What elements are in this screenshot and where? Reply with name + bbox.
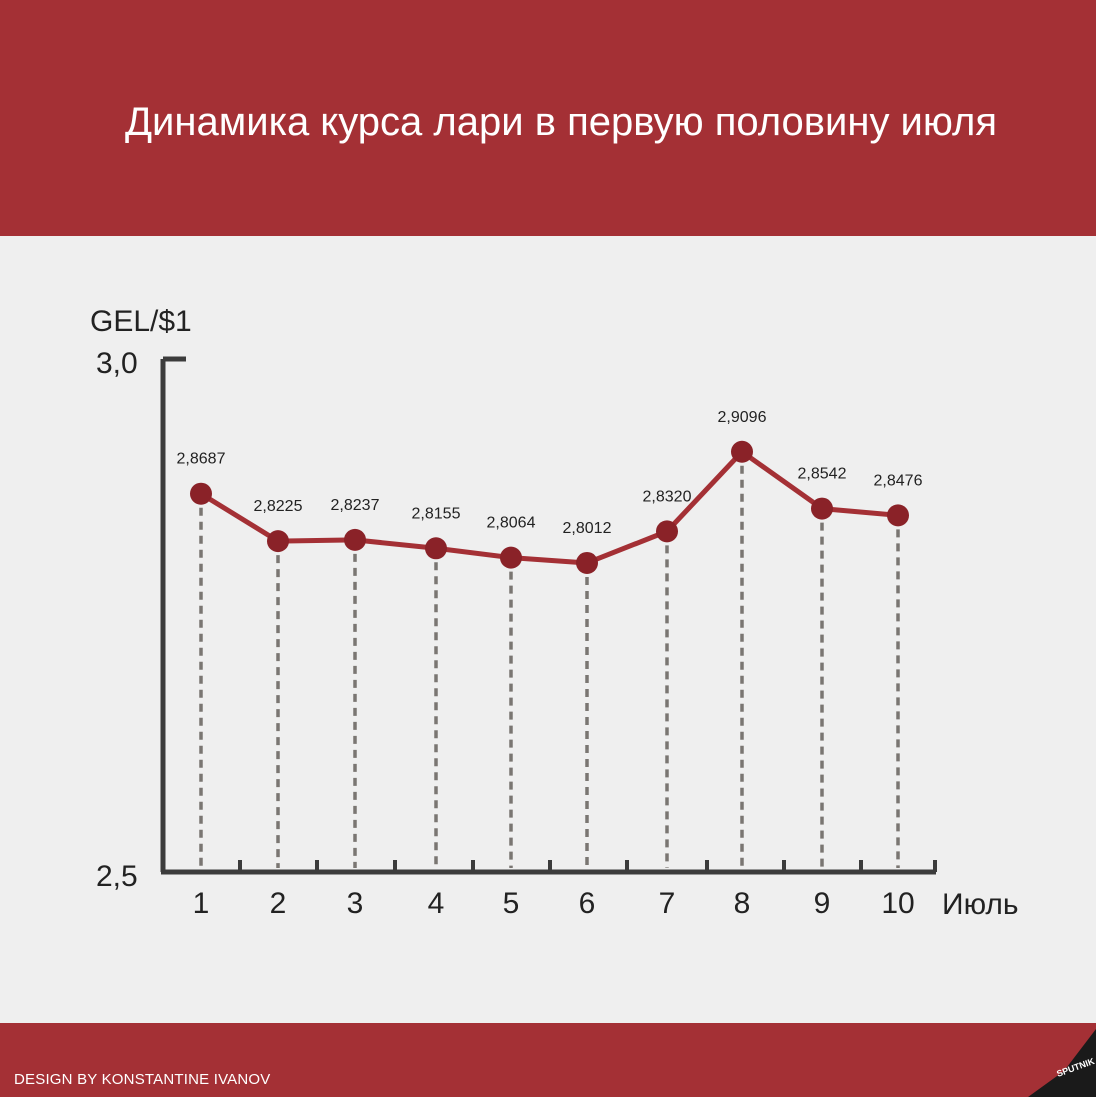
data-point	[500, 546, 522, 569]
x-tick-label: 9	[814, 887, 831, 920]
header-banner: Динамика курса лари в первую половину ию…	[0, 0, 1096, 236]
page-title: Динамика курса лари в первую половину ию…	[124, 100, 998, 144]
data-label: 2,8064	[487, 515, 536, 532]
data-label: 2,8237	[331, 497, 380, 514]
line-chart: 3,0 2,5 GEL/$1 Июль 1 2 3 4 5 6 7 8 9 10 2,8687 2,8225 2…	[90, 305, 1019, 921]
data-label: 2,8320	[643, 488, 692, 505]
series-line	[199, 449, 899, 566]
x-tick-label: 8	[734, 887, 751, 920]
data-label: 2,8542	[798, 466, 847, 483]
footer-banner: DESIGN BY KONSTANTINE IVANOV SPUTNIK	[0, 1023, 1096, 1097]
x-tick-label: 7	[659, 887, 676, 920]
data-label: 2,8155	[412, 505, 461, 522]
x-tick-label: 1	[193, 887, 210, 920]
design-credit: DESIGN BY KONSTANTINE IVANOV	[14, 1071, 271, 1088]
y-axis-label: GEL/$1	[90, 305, 192, 338]
data-label: 2,8225	[254, 498, 303, 515]
x-tick-label: 5	[503, 887, 520, 920]
data-label: 2,9096	[718, 409, 767, 426]
sputnik-logo: SPUTNIK	[1028, 1029, 1096, 1097]
data-label: 2,8476	[874, 472, 923, 489]
data-point	[811, 497, 833, 520]
data-label: 2,8687	[177, 451, 226, 468]
y-tick-label: 3,0	[96, 347, 138, 380]
x-tick-label: 2	[270, 887, 287, 920]
data-point	[656, 520, 678, 543]
data-point	[887, 504, 909, 527]
x-tick-label: 3	[347, 887, 364, 920]
data-point	[190, 482, 212, 505]
x-axis-label: Июль	[942, 888, 1019, 921]
y-tick-label: 2,5	[96, 860, 138, 893]
data-point	[267, 530, 289, 553]
x-tick-label: 10	[881, 887, 914, 920]
data-point	[576, 551, 598, 574]
data-label: 2,8012	[563, 520, 612, 537]
data-point	[731, 440, 753, 463]
x-tick-label: 4	[428, 887, 445, 920]
data-point	[425, 537, 447, 560]
data-point	[344, 528, 366, 551]
x-tick-label: 6	[579, 887, 596, 920]
